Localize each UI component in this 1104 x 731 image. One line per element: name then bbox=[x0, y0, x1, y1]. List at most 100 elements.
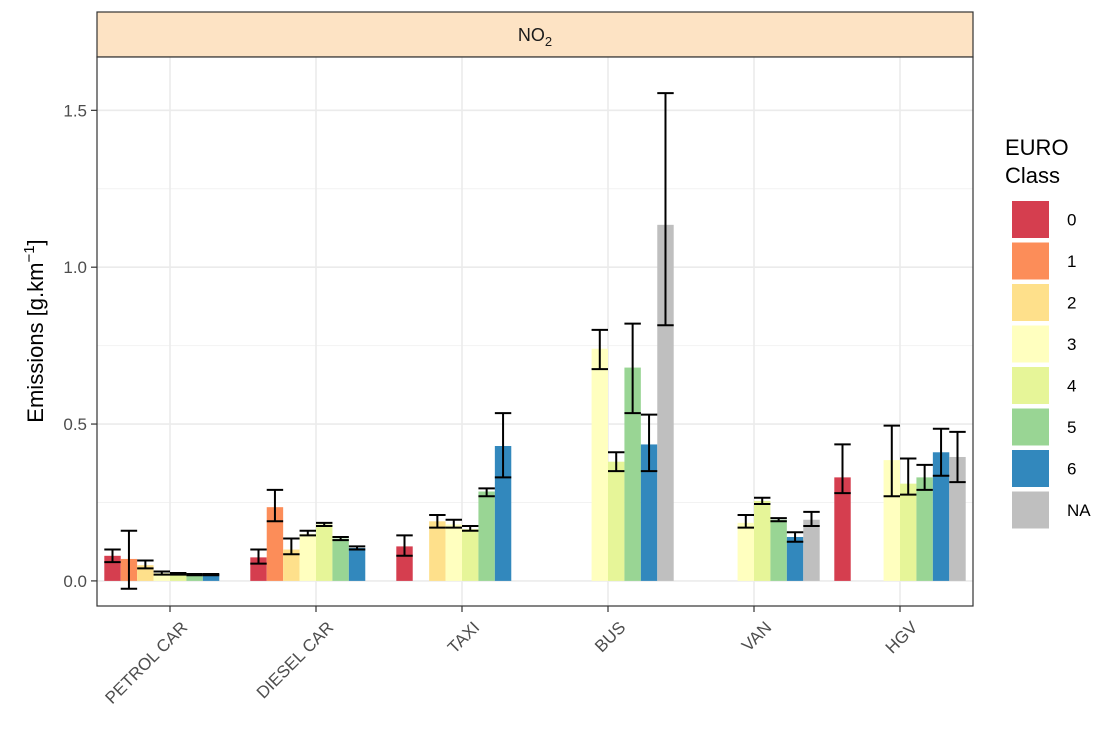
x-tick-label: BUS bbox=[591, 618, 629, 656]
errorbar-0-2 bbox=[396, 534, 413, 557]
bar-4-3 bbox=[608, 461, 625, 581]
bar-5-4 bbox=[770, 519, 787, 581]
bar-3-2 bbox=[445, 524, 462, 581]
errorbar-3-1 bbox=[299, 529, 316, 537]
errorbar-4-0 bbox=[170, 572, 187, 576]
bar-4-0 bbox=[170, 573, 187, 581]
legend-key-1 bbox=[1012, 242, 1049, 280]
bar-4-4 bbox=[754, 500, 771, 581]
y-tick-label: 0.0 bbox=[63, 572, 87, 591]
y-tick-label: 1.0 bbox=[63, 258, 87, 277]
errorbar-6-4 bbox=[786, 531, 804, 543]
y-tick-label: 1.5 bbox=[63, 101, 87, 120]
bar-na-5 bbox=[949, 456, 966, 581]
bar-6-4 bbox=[786, 536, 804, 581]
legend-label-2: 2 bbox=[1067, 294, 1076, 313]
legend-label-na: NA bbox=[1067, 501, 1091, 520]
errorbar-3-0 bbox=[153, 570, 170, 576]
bar-4-1 bbox=[316, 524, 333, 581]
legend-key-6 bbox=[1012, 450, 1049, 487]
errorbar-4-1 bbox=[316, 521, 333, 528]
errorbar-0-1 bbox=[250, 548, 267, 565]
facet-strip-label: NO2 bbox=[518, 25, 552, 49]
bar-0-5 bbox=[834, 477, 851, 581]
legend-label-5: 5 bbox=[1067, 418, 1076, 437]
errorbar-0-0 bbox=[104, 548, 121, 564]
errorbar-2-0 bbox=[137, 559, 154, 570]
y-tick-label: 0.5 bbox=[63, 415, 87, 434]
errorbar-6-0 bbox=[202, 573, 220, 577]
bar-5-0 bbox=[186, 574, 203, 581]
errorbar-2-1 bbox=[283, 537, 300, 556]
bar-3-1 bbox=[299, 533, 316, 581]
legend-label-1: 1 bbox=[1067, 252, 1076, 271]
x-tick-label: PETROL CAR bbox=[102, 618, 192, 708]
bar-1-1 bbox=[266, 507, 284, 581]
bar-5-3 bbox=[624, 367, 641, 581]
errorbar-3-4 bbox=[737, 514, 754, 529]
x-axis: PETROL CAR DIESEL CAR TAXI BUS VAN HGV bbox=[102, 606, 922, 708]
bar-5-2 bbox=[478, 491, 495, 581]
bar-6-0 bbox=[202, 574, 220, 581]
errorbar-4-2 bbox=[462, 525, 479, 532]
legend-label-0: 0 bbox=[1067, 211, 1076, 230]
x-tick-label: DIESEL CAR bbox=[253, 618, 337, 702]
errorbar-5-4 bbox=[770, 517, 787, 523]
errorbar-6-3 bbox=[640, 413, 658, 473]
plot-panel bbox=[97, 57, 973, 606]
error-bars bbox=[104, 92, 966, 590]
legend-title-line2: Class bbox=[1005, 163, 1060, 188]
errorbar-4-3 bbox=[608, 451, 625, 473]
legend-key-2 bbox=[1012, 284, 1049, 321]
x-tick-label: HGV bbox=[882, 617, 922, 657]
errorbar-5-1 bbox=[332, 535, 349, 542]
errorbar-3-5 bbox=[883, 424, 900, 498]
errorbar-5-5 bbox=[916, 463, 933, 491]
errorbar-3-2 bbox=[445, 518, 462, 529]
bar-6-5 bbox=[932, 452, 950, 581]
y-axis: 0.0 0.5 1.0 1.5 bbox=[63, 101, 97, 591]
bar-4-2 bbox=[462, 529, 479, 581]
plot-border bbox=[96, 56, 974, 607]
bar-6-3 bbox=[640, 444, 658, 581]
errorbar-6-1 bbox=[348, 545, 366, 551]
errorbar-2-2 bbox=[429, 514, 446, 529]
x-tick-label: TAXI bbox=[444, 618, 483, 657]
plot-area bbox=[96, 56, 974, 607]
errorbar-0-5 bbox=[834, 443, 851, 495]
legend: EURO Class 0 1 2 3 4 5 6 NA bbox=[1005, 135, 1091, 529]
bar-5-5 bbox=[916, 477, 933, 581]
errorbar-1-1 bbox=[266, 488, 284, 523]
bar-5-1 bbox=[332, 538, 349, 581]
legend-key-na bbox=[1012, 491, 1049, 529]
facet-strip bbox=[96, 11, 974, 58]
legend-label-3: 3 bbox=[1067, 335, 1076, 354]
x-tick-label: VAN bbox=[738, 618, 775, 655]
bar-2-2 bbox=[429, 521, 446, 581]
errorbar-4-5 bbox=[900, 457, 917, 496]
errorbar-6-5 bbox=[932, 427, 950, 477]
grid bbox=[97, 57, 973, 606]
errorbar-na-4 bbox=[803, 510, 820, 528]
legend-key-4 bbox=[1012, 367, 1049, 404]
legend-key-3 bbox=[1012, 325, 1049, 363]
bar-3-0 bbox=[153, 573, 170, 581]
legend-key-5 bbox=[1012, 408, 1049, 446]
bar-3-5 bbox=[883, 460, 900, 581]
errorbar-na-3 bbox=[657, 92, 674, 327]
legend-label-6: 6 bbox=[1067, 460, 1076, 479]
legend-title-line1: EURO bbox=[1005, 135, 1069, 160]
errorbar-1-0 bbox=[120, 529, 138, 590]
bar-4-5 bbox=[900, 483, 917, 581]
errorbar-5-3 bbox=[624, 322, 641, 415]
y-axis-title: Emissions [g.km−1] bbox=[21, 239, 48, 422]
bar-3-4 bbox=[737, 522, 754, 581]
errorbar-6-2 bbox=[494, 412, 512, 479]
legend-items: 0 1 2 3 4 5 6 NA bbox=[1012, 201, 1091, 529]
errorbar-5-0 bbox=[186, 573, 203, 577]
legend-label-4: 4 bbox=[1067, 377, 1076, 396]
bar-6-1 bbox=[348, 547, 366, 581]
errorbar-5-2 bbox=[478, 487, 495, 498]
errorbar-4-4 bbox=[754, 496, 771, 506]
